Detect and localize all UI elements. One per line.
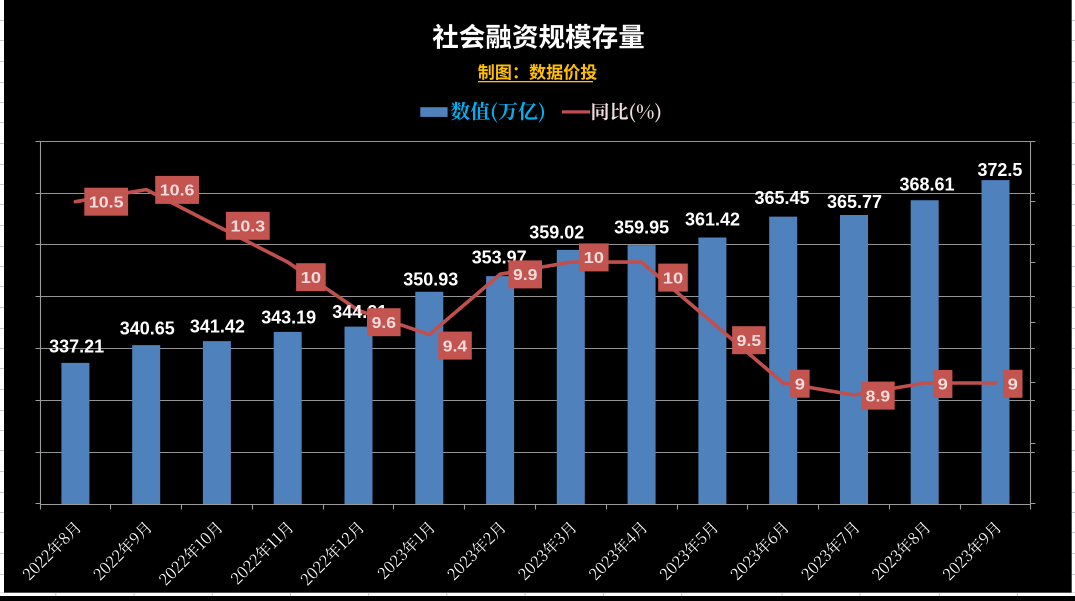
svg-text:361.42: 361.42 (685, 209, 740, 229)
svg-text:9.6: 9.6 (372, 315, 397, 332)
svg-text:9.9: 9.9 (513, 267, 538, 284)
svg-text:8.9: 8.9 (866, 388, 891, 405)
svg-text:9.5: 9.5 (737, 333, 762, 350)
svg-text:9: 9 (938, 377, 948, 394)
svg-text:341.42: 341.42 (190, 316, 245, 336)
svg-text:9.4: 9.4 (443, 338, 468, 355)
svg-text:365.77: 365.77 (827, 192, 882, 212)
svg-text:340.65: 340.65 (120, 318, 175, 338)
svg-text:365.45: 365.45 (755, 188, 810, 208)
svg-text:372.5: 372.5 (978, 160, 1023, 180)
svg-text:359.02: 359.02 (529, 223, 584, 243)
svg-text:10.5: 10.5 (89, 194, 124, 211)
svg-text:10: 10 (301, 270, 322, 287)
svg-text:10.3: 10.3 (231, 219, 266, 236)
svg-text:368.61: 368.61 (900, 175, 955, 195)
svg-text:359.95: 359.95 (614, 217, 669, 237)
svg-text:10: 10 (663, 270, 684, 287)
svg-text:9: 9 (795, 376, 805, 393)
svg-text:10: 10 (584, 250, 605, 267)
svg-text:10.6: 10.6 (160, 183, 195, 200)
svg-text:337.21: 337.21 (49, 337, 104, 357)
svg-text:350.93: 350.93 (403, 270, 458, 290)
svg-text:343.19: 343.19 (261, 307, 316, 327)
svg-text:9: 9 (1008, 377, 1018, 394)
